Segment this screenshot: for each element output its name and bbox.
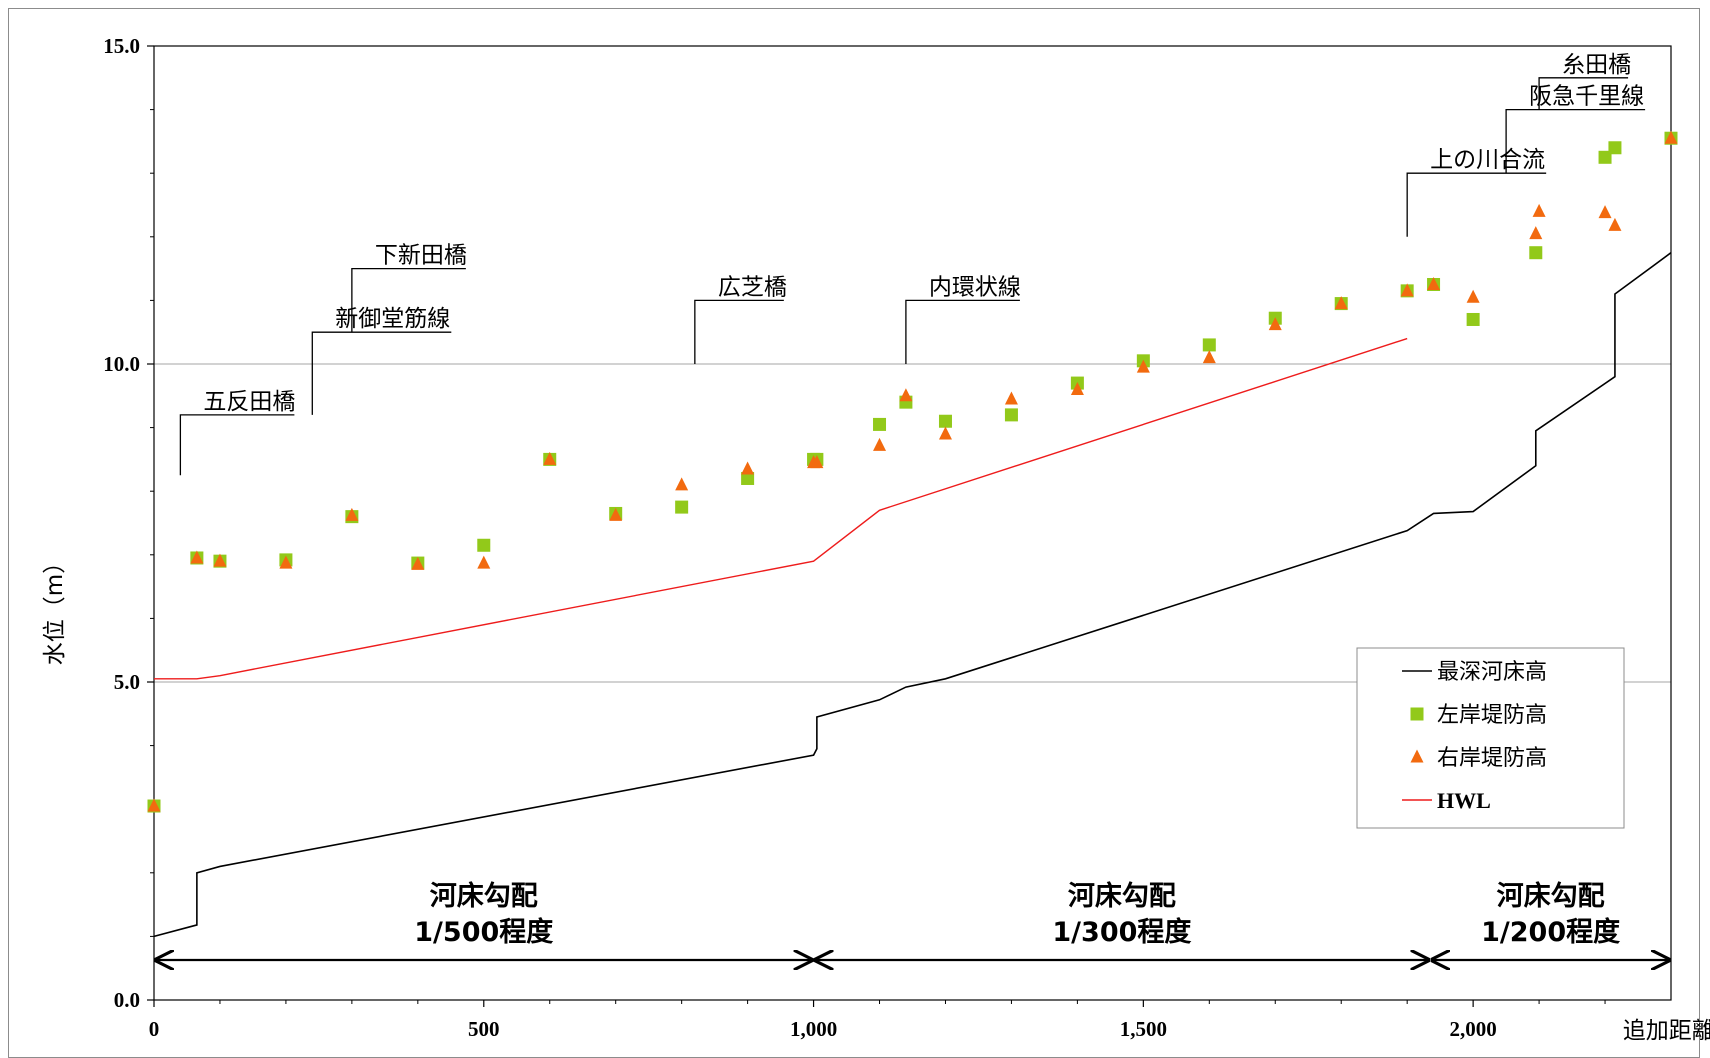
left-bank-point — [1529, 246, 1543, 260]
right-bank-point — [1268, 317, 1282, 331]
right-bank-point — [1532, 203, 1546, 217]
left-bank-point — [938, 414, 952, 428]
right-bank-point — [873, 437, 887, 451]
y-tick-label: 15.0 — [103, 34, 140, 58]
annotation-leader — [1406, 172, 1547, 237]
left-bank-point — [1608, 141, 1622, 155]
x-tick-label: 2,000 — [1450, 1017, 1497, 1041]
right-bank-point — [1004, 391, 1018, 405]
left-bank-point — [741, 471, 755, 485]
right-bank-point — [810, 455, 824, 469]
right-bank-point — [1136, 359, 1150, 373]
annotation-leader — [351, 267, 466, 333]
plot-area — [153, 45, 1672, 1001]
left-bank-point — [873, 417, 887, 431]
x-tick-label: 1,500 — [1120, 1017, 1167, 1041]
gradient-label: 河床勾配 — [430, 880, 538, 912]
legend-swatch-left-bank — [1410, 707, 1424, 721]
annotation-leader — [905, 299, 1020, 364]
series-bed-line — [153, 252, 1672, 938]
right-bank-point — [1400, 283, 1414, 297]
x-tick-label: 1,000 — [790, 1017, 837, 1041]
annotation-label: 下新田橋 — [375, 243, 467, 269]
right-bank-point — [1070, 381, 1084, 395]
right-bank-point — [345, 507, 359, 521]
right-bank-point — [1598, 205, 1612, 219]
legend-label: 最深河床高 — [1437, 660, 1547, 685]
annotation-label: 五反田橋 — [203, 389, 295, 415]
right-bank-point — [543, 451, 557, 465]
legend-label: 左岸堤防高 — [1437, 703, 1547, 728]
annotation-leader — [1538, 77, 1629, 110]
annotation-leader — [694, 299, 784, 364]
legend-swatch-right-bank — [1410, 749, 1424, 763]
annotation-leader — [179, 414, 295, 476]
gradient-sublabel: 1/500程度 — [414, 916, 553, 948]
annotation-label: 内環状線 — [929, 274, 1021, 300]
y-tick-label: 5.0 — [114, 670, 140, 694]
annotation-label: 新御堂筋線 — [335, 306, 450, 332]
gradient-label: 河床勾配 — [1497, 880, 1605, 912]
y-tick-label: 0.0 — [114, 988, 140, 1012]
gradient-sublabel: 1/300程度 — [1052, 916, 1191, 948]
right-bank-point — [899, 388, 913, 402]
annotation-label: 阪急千里線 — [1529, 84, 1644, 110]
gradient-label: 河床勾配 — [1068, 880, 1176, 912]
annotation-label: 上の川合流 — [1430, 147, 1545, 173]
right-bank-point — [1427, 277, 1441, 290]
right-bank-point — [477, 555, 491, 569]
right-bank-point — [147, 798, 161, 812]
legend-label: 右岸堤防高 — [1437, 746, 1547, 771]
right-bank-point — [938, 426, 952, 440]
right-bank-point — [411, 556, 425, 570]
annotation-label: 広芝橋 — [718, 274, 787, 300]
left-bank-point — [1004, 408, 1018, 422]
right-bank-point — [1529, 226, 1543, 240]
x-tick-label: 500 — [468, 1017, 500, 1041]
chart-frame — [8, 8, 1700, 1058]
left-bank-point — [477, 538, 491, 552]
right-bank-point — [190, 550, 204, 564]
grid-layer — [154, 363, 1671, 683]
right-bank-point — [609, 507, 623, 521]
right-bank-point — [1334, 296, 1348, 310]
annotation-leader — [1505, 108, 1646, 174]
right-bank-point — [675, 477, 689, 491]
axes-layer: 0.0 5.0 10.0 15.0 0 500 1,000 1,500 2,000 追加距離（m）… — [42, 34, 1710, 1044]
right-bank-point — [279, 555, 293, 569]
right-bank-point — [1466, 289, 1480, 303]
y-axis-title: 水位（m） — [42, 551, 68, 665]
y-tick-label: 10.0 — [103, 352, 140, 376]
right-bank-point — [213, 553, 227, 567]
x-axis-title: 追加距離（m） — [1623, 1018, 1710, 1044]
right-bank-point — [741, 461, 755, 475]
legend-label: HWL — [1437, 788, 1491, 813]
annotation-leader — [311, 331, 452, 415]
gradient-sublabel: 1/200程度 — [1481, 916, 1620, 948]
annotation-label: 糸田橋 — [1562, 52, 1631, 78]
x-tick-label: 0 — [149, 1017, 160, 1041]
left-bank-point — [1598, 150, 1612, 164]
left-bank-point — [1466, 312, 1480, 326]
series-hwl-line — [154, 337, 1408, 680]
right-bank-point — [1608, 217, 1622, 231]
legend-box — [1356, 647, 1625, 829]
right-bank-point — [1202, 350, 1216, 364]
left-bank-point — [675, 500, 689, 514]
right-bank-point — [1664, 130, 1678, 144]
left-bank-point — [1202, 338, 1216, 352]
series-layer — [147, 130, 1678, 938]
